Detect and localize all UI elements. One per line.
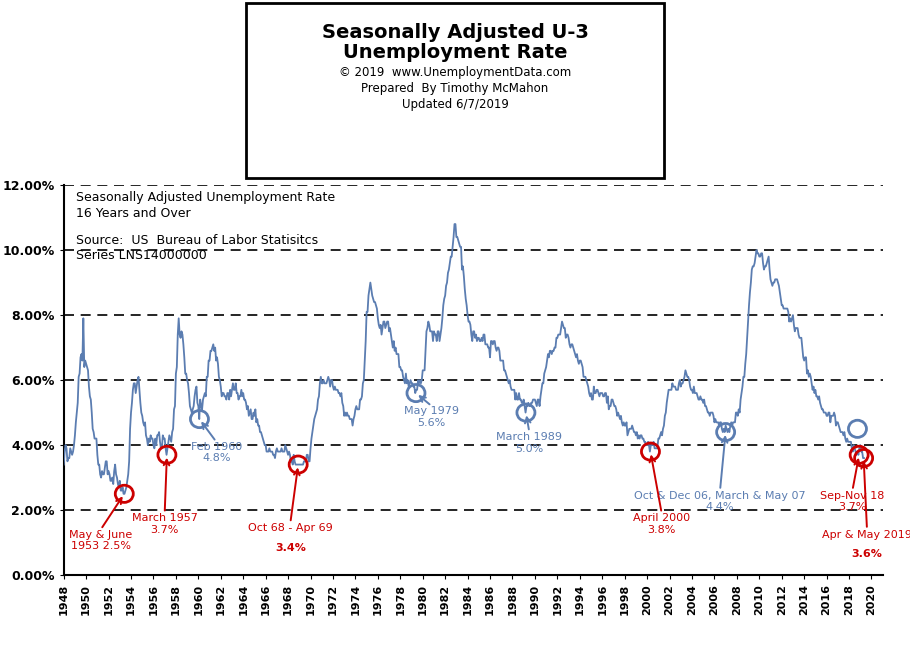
Text: April 2000
3.8%: April 2000 3.8% <box>633 514 691 535</box>
Text: Feb 1960
4.8%: Feb 1960 4.8% <box>191 442 242 463</box>
Text: Apr & May 2019: Apr & May 2019 <box>822 529 910 539</box>
Text: Seasonally Adjusted Unemployment Rate: Seasonally Adjusted Unemployment Rate <box>76 191 335 204</box>
Text: March 1989
5.0%: March 1989 5.0% <box>496 432 562 453</box>
Text: May 1979
5.6%: May 1979 5.6% <box>404 406 460 428</box>
Text: Updated 6/7/2019: Updated 6/7/2019 <box>401 98 509 111</box>
Text: 3.4%: 3.4% <box>275 543 306 553</box>
Text: Unemployment Rate: Unemployment Rate <box>343 43 567 62</box>
Text: Series LNS14000000: Series LNS14000000 <box>76 249 207 262</box>
Text: © 2019  www.UnemploymentData.com: © 2019 www.UnemploymentData.com <box>339 66 571 79</box>
Text: 16 Years and Over: 16 Years and Over <box>76 206 190 219</box>
Text: Oct & Dec 06, March & May 07
4.4%: Oct & Dec 06, March & May 07 4.4% <box>634 490 806 512</box>
Text: 3.6%: 3.6% <box>852 549 883 559</box>
Text: Oct 68 - Apr 69: Oct 68 - Apr 69 <box>248 523 333 533</box>
Text: Sep-Nov 18
3.7%: Sep-Nov 18 3.7% <box>820 490 885 512</box>
Text: Prepared  By Timothy McMahon: Prepared By Timothy McMahon <box>361 82 549 95</box>
Text: Seasonally Adjusted U-3: Seasonally Adjusted U-3 <box>321 23 589 42</box>
Text: Source:  US  Bureau of Labor Statisitcs: Source: US Bureau of Labor Statisitcs <box>76 234 318 247</box>
Text: May & June
1953 2.5%: May & June 1953 2.5% <box>69 529 132 551</box>
Text: March 1957
3.7%: March 1957 3.7% <box>132 514 197 535</box>
